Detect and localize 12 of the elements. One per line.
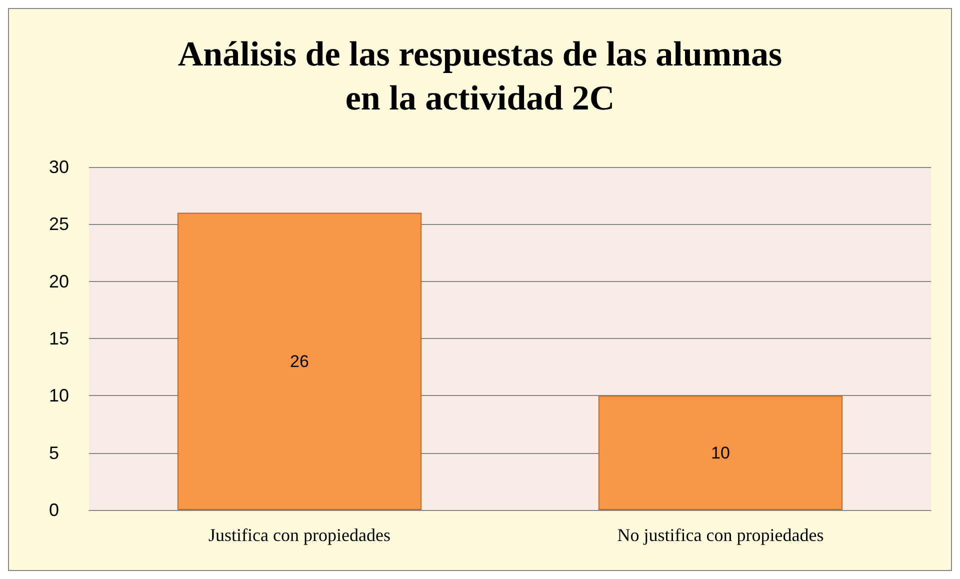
- y-tick-label: 20: [49, 271, 70, 292]
- y-tick-label: 10: [49, 386, 70, 406]
- data-label: 26: [290, 352, 309, 371]
- data-label: 10: [711, 443, 730, 462]
- y-tick-label: 30: [49, 157, 70, 177]
- x-tick-label: No justifica con propiedades: [617, 525, 824, 545]
- x-tick-label: Justifica con propiedades: [208, 525, 390, 545]
- y-tick-label: 15: [49, 328, 70, 348]
- y-tick-label: 0: [49, 500, 60, 520]
- y-tick-label: 5: [49, 442, 60, 463]
- chart-title: Análisis de las respuestas de las alumnas en la actividad 2C: [178, 34, 782, 118]
- y-tick-label: 25: [49, 214, 70, 234]
